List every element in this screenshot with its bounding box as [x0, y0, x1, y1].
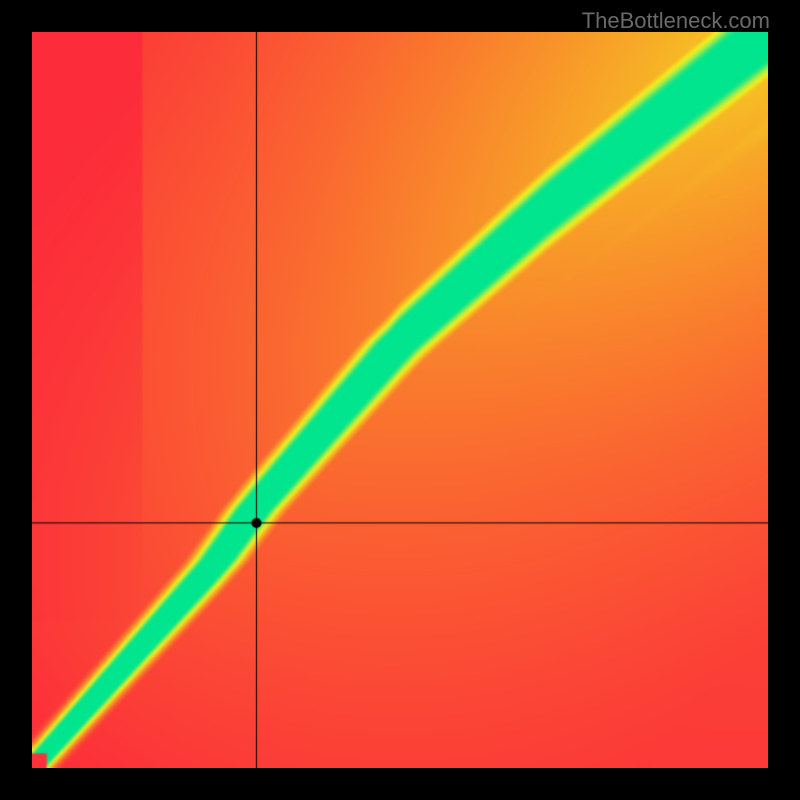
- watermark-text: TheBottleneck.com: [582, 8, 770, 34]
- bottleneck-heatmap: [32, 32, 768, 768]
- heatmap-canvas: [32, 32, 768, 768]
